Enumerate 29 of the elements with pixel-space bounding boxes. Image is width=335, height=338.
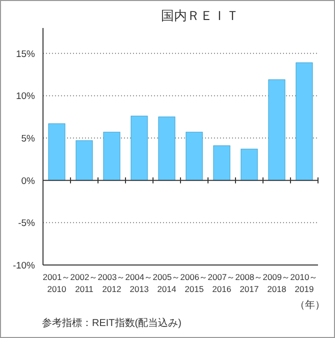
y-tick-label: 15% [16, 48, 36, 60]
y-tick-label: -10% [12, 260, 36, 272]
bar [103, 132, 120, 181]
x-tick-label: 2005～ 2014 [152, 272, 181, 294]
x-tick-label: 2006～ 2015 [180, 272, 208, 294]
bar [130, 116, 148, 181]
y-tick-label: 10% [16, 91, 36, 102]
bar [268, 79, 286, 181]
x-tick-label: 2009～ 2018 [262, 272, 291, 294]
bar [158, 116, 176, 181]
x-tick-label: 2010～ 2019 [290, 272, 318, 294]
x-tick-label: 2002～ 2011 [70, 272, 98, 294]
text: 参考指標：REIT指数(配当込み) [42, 317, 182, 329]
bar [213, 145, 230, 181]
x-tick-label: 2007～ 2016 [208, 272, 236, 294]
bar [48, 123, 66, 181]
bar [296, 62, 313, 181]
y-tick-label: 0% [21, 176, 36, 187]
y-tick-label: 5% [21, 134, 36, 145]
x-tick-label: 2001～ 2010 [42, 272, 71, 294]
bar [186, 132, 203, 181]
bar [76, 140, 93, 181]
x-axis-title: （年） [295, 299, 325, 311]
x-tick-label: 2004～ 2013 [125, 272, 154, 294]
bar [240, 148, 258, 181]
y-tick-label: -5% [18, 218, 36, 230]
chart-title: 国内ＲＥＩＴ [161, 8, 239, 23]
x-tick-label: 2003～ 2012 [98, 272, 126, 294]
x-tick-label: 2008～ 2017 [235, 272, 264, 294]
